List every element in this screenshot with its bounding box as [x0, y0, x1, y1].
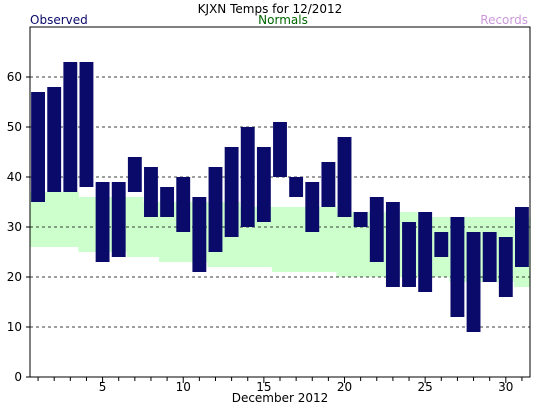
y-tick-label-0: 0 [14, 370, 22, 384]
x-axis-title: December 2012 [232, 391, 329, 405]
normal-range-day-21 [352, 212, 370, 277]
observed-bar-day-30 [498, 237, 513, 297]
y-tick-label-50: 50 [7, 120, 22, 134]
observed-bar-day-9 [160, 187, 175, 217]
observed-bar-day-3 [63, 62, 78, 192]
normal-range-day-1 [30, 192, 47, 247]
x-tick-label-5: 5 [99, 380, 107, 394]
normal-range-day-17 [288, 207, 305, 272]
x-tick-label-15: 15 [256, 380, 271, 394]
y-tick-label-30: 30 [7, 220, 22, 234]
y-tick-label-40: 40 [7, 170, 22, 184]
grid-lines [30, 76, 530, 328]
observed-bar-day-15 [256, 147, 271, 222]
observed-bar-day-20 [337, 137, 352, 217]
observed-bar-day-14 [240, 127, 255, 227]
legend-normals: Normals [258, 13, 308, 27]
observed-bar-day-1 [31, 92, 45, 202]
observed-bar-day-10 [176, 177, 191, 232]
x-tick-label-25: 25 [418, 380, 433, 394]
observed-bar-day-16 [273, 122, 287, 177]
normal-range-day-2 [46, 192, 63, 247]
observed-bars [31, 62, 529, 332]
normal-range-day-4 [78, 197, 96, 252]
observed-bar-day-8 [144, 167, 158, 217]
observed-bar-day-22 [369, 197, 384, 262]
observed-bar-day-2 [47, 87, 62, 192]
observed-bar-day-24 [402, 222, 416, 287]
normal-range-day-19 [320, 207, 338, 272]
observed-bar-day-6 [111, 182, 126, 257]
x-tick-label-20: 20 [337, 380, 352, 394]
observed-bar-day-25 [418, 212, 433, 292]
normal-range-day-7 [126, 197, 144, 257]
axes: 0 10 20 30 40 50 60 5 10 15 20 25 30 [7, 70, 523, 394]
observed-bar-day-18 [305, 182, 320, 232]
legend-observed: Observed [30, 13, 88, 27]
observed-bar-day-28 [466, 232, 481, 332]
observed-bar-day-17 [289, 177, 304, 197]
normal-range-day-16 [271, 207, 289, 272]
observed-bar-day-23 [385, 202, 400, 287]
normal-range-day-20 [336, 212, 354, 277]
observed-bar-day-26 [434, 232, 449, 257]
y-tick-label-20: 20 [7, 270, 22, 284]
observed-bar-day-7 [127, 157, 142, 192]
observed-bar-day-11 [192, 197, 207, 272]
observed-bar-day-19 [321, 162, 336, 207]
x-tick-label-30: 30 [498, 380, 513, 394]
legend-records: Records [480, 13, 528, 27]
chart-title: KJXN Temps for 12/2012 [198, 2, 343, 16]
normal-range-day-3 [62, 192, 79, 247]
x-tick-label-10: 10 [176, 380, 191, 394]
observed-bar-day-31 [515, 207, 529, 267]
y-tick-label-60: 60 [7, 70, 22, 84]
observed-bar-day-12 [208, 167, 223, 252]
observed-bar-day-5 [95, 182, 110, 262]
y-tick-label-10: 10 [7, 320, 22, 334]
observed-bar-day-21 [353, 212, 368, 227]
observed-bar-day-27 [450, 217, 465, 317]
observed-bar-day-29 [482, 232, 497, 282]
observed-bar-day-4 [79, 62, 94, 187]
observed-bar-day-13 [224, 147, 239, 237]
